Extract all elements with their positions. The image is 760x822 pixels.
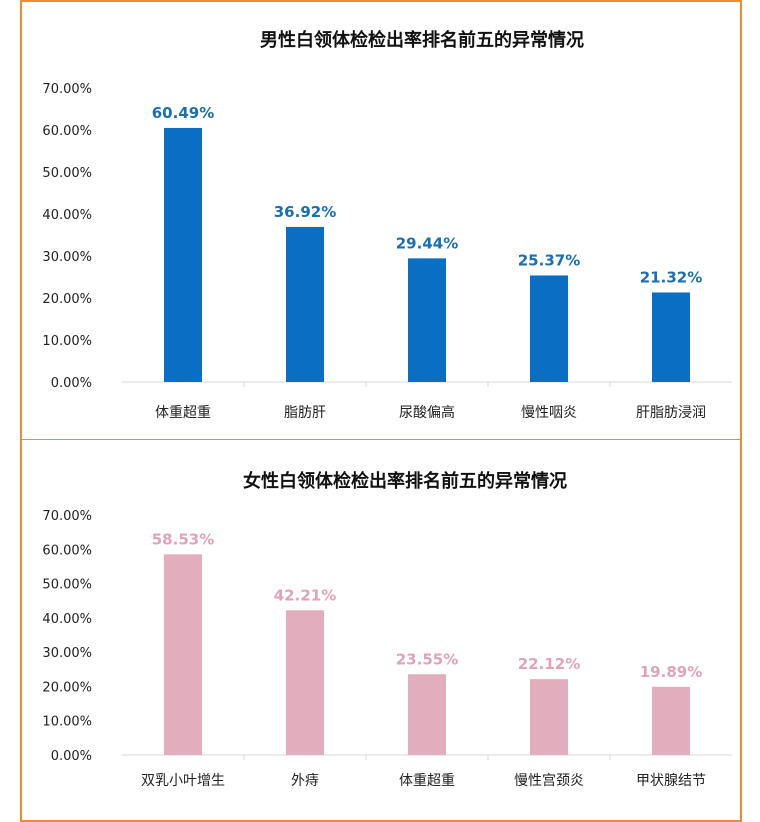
bar [652,292,690,382]
data-label: 29.44% [396,234,458,252]
category-label: 慢性宫颈炎 [514,772,584,789]
y-tick-label: 30.00% [42,250,92,265]
male-chart-panel: 男性白领体检检出率排名前五的异常情况 0.00% 10.00% 20.00% 30.00… [20,0,742,440]
data-label: 60.49% [152,104,214,122]
male-chart: 男性白领体检检出率排名前五的异常情况 0.00% 10.00% 20.00% 30.00… [42,29,732,421]
y-tick-label: 0.00% [51,376,92,391]
data-label: 25.37% [518,251,580,269]
category-label: 慢性咽炎 [521,404,577,421]
category-label: 脂肪肝 [284,405,326,421]
bar [164,554,202,755]
chart-title: 女性白领体检检出率排名前五的异常情况 [243,470,567,492]
category-label: 双乳小叶增生 [141,773,225,789]
data-label: 21.32% [640,268,702,286]
bar [286,610,324,755]
y-tick-label: 10.00% [42,334,92,349]
female-chart: 女性白领体检检出率排名前五的异常情况 0.00% 10.00% 20.00% 30.00… [42,470,732,789]
female-chart-panel: 女性白领体检检出率排名前五的异常情况 0.00% 10.00% 20.00% 30.00… [20,439,742,822]
chart-title: 男性白领体检检出率排名前五的异常情况 [260,29,584,51]
bar [286,226,324,382]
y-tick-label: 60.00% [42,124,92,139]
y-tick-label: 50.00% [42,578,92,593]
category-label: 肝脂肪浸润 [636,405,706,421]
category-label: 外痔 [291,772,319,789]
category-label: 体重超重 [155,405,211,421]
bar [408,674,446,755]
y-tick-label: 60.00% [42,543,92,558]
y-tick-label: 30.00% [42,646,92,661]
bar [164,127,202,382]
y-tick-label: 20.00% [42,292,92,307]
y-tick-label: 40.00% [42,612,92,627]
bar [530,275,568,382]
data-label: 23.55% [396,650,458,668]
bar [652,686,690,755]
category-label: 甲状腺结节 [636,773,706,789]
y-tick-label: 10.00% [42,715,92,730]
y-tick-label: 50.00% [42,166,92,181]
category-label: 尿酸偏高 [399,404,455,421]
data-label: 58.53% [152,530,214,548]
data-label: 36.92% [274,203,336,221]
category-label: 体重超重 [399,773,455,789]
y-tick-label: 0.00% [51,749,92,764]
bar [530,679,568,755]
data-label: 42.21% [274,586,336,604]
data-label: 22.12% [518,655,580,673]
y-tick-label: 70.00% [42,509,92,524]
data-label: 19.89% [640,663,702,681]
bar [408,258,446,382]
y-tick-label: 20.00% [42,680,92,695]
y-tick-label: 40.00% [42,208,92,223]
y-tick-label: 70.00% [42,82,92,97]
